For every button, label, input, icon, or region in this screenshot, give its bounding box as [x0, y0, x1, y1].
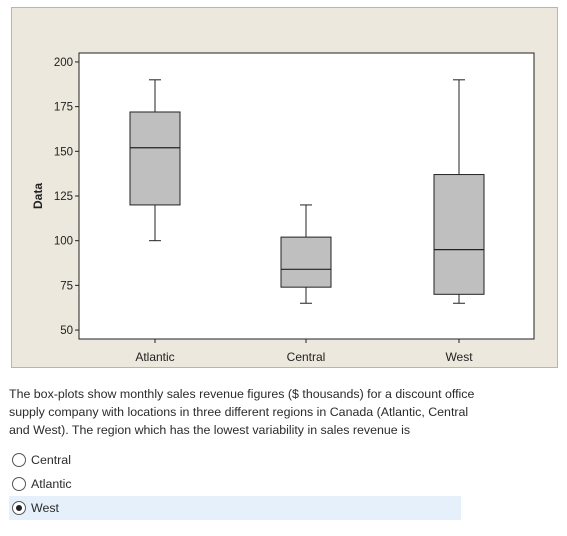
- y-axis-label: Data: [31, 183, 45, 209]
- boxplot-figure: 50 75 100 125 150 175 200 Data Atlantic Central We…: [11, 7, 558, 368]
- option-atlantic-label: Atlantic: [31, 477, 72, 491]
- radio-west[interactable]: [12, 501, 26, 515]
- central-box: [280, 236, 332, 288]
- y-tick-label: 200: [54, 57, 73, 69]
- y-tick-label: 175: [54, 102, 73, 114]
- boxplot-chart: 50 75 100 125 150 175 200 Data Atlantic Central We…: [31, 52, 535, 364]
- atlantic-x-label: Atlantic: [135, 350, 174, 364]
- option-atlantic[interactable]: Atlantic: [9, 472, 461, 496]
- west-box: [433, 174, 485, 295]
- radio-central[interactable]: [12, 453, 26, 467]
- question-text: The box-plots show monthly sales revenue…: [9, 387, 475, 437]
- y-tick-label: 150: [54, 146, 73, 158]
- option-west-label: West: [31, 501, 59, 515]
- answer-options: Central Atlantic West: [9, 448, 461, 520]
- west-x-label: West: [445, 350, 473, 364]
- option-central-label: Central: [31, 453, 71, 467]
- central-x-label: Central: [287, 350, 326, 364]
- y-tick-label: 125: [54, 191, 73, 203]
- radio-atlantic[interactable]: [12, 477, 26, 491]
- y-tick-label: 50: [60, 325, 73, 337]
- option-central[interactable]: Central: [9, 448, 461, 472]
- y-tick-label: 100: [54, 236, 73, 248]
- atlantic-box: [129, 111, 181, 206]
- option-west[interactable]: West: [9, 496, 461, 520]
- y-tick-label: 75: [60, 280, 73, 292]
